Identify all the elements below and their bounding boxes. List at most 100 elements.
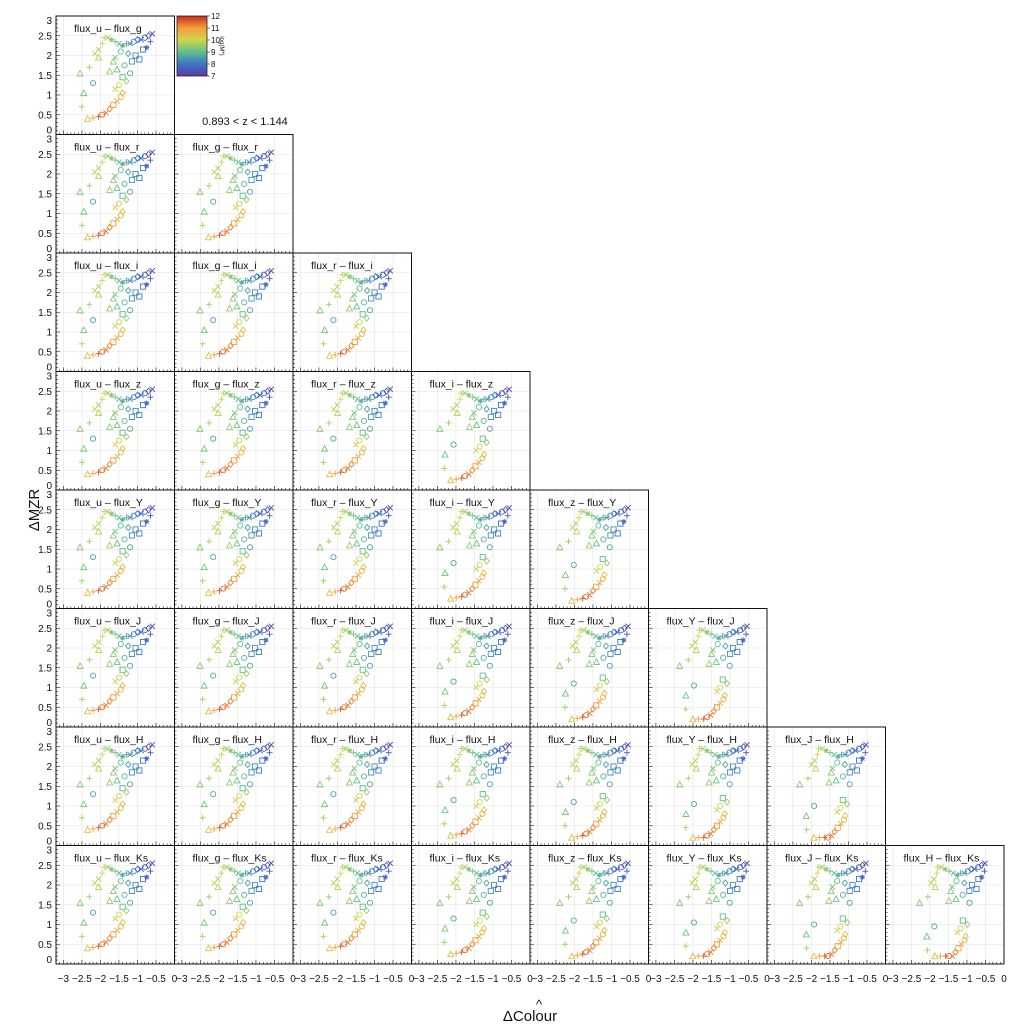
data-point-plus: [199, 814, 206, 821]
data-point-diamond: [480, 924, 488, 933]
data-point-diamond: [106, 816, 113, 824]
data-point-plus: [199, 222, 206, 229]
data-point-triangle: [229, 768, 237, 776]
data-point-circle: [595, 641, 602, 648]
data-point-diamond: [123, 432, 130, 441]
data-point-x: [365, 751, 372, 758]
data-point-x: [223, 228, 230, 235]
data-point-plus: [565, 656, 572, 663]
data-point-diamond: [106, 342, 113, 350]
data-point-circle: [99, 585, 106, 592]
data-point-x: [215, 639, 221, 645]
data-point-diamond: [145, 624, 152, 632]
data-point-diamond: [603, 796, 611, 804]
data-point-plus: [441, 702, 448, 709]
data-point-diamond: [264, 624, 271, 632]
x-tick-label: −1: [132, 974, 144, 985]
data-point-diamond: [722, 879, 729, 887]
data-point-star: [704, 629, 710, 635]
data-point-x: [713, 807, 720, 813]
data-point-square: [351, 931, 358, 938]
data-point-plus: [441, 939, 448, 946]
data-point-diamond: [843, 800, 851, 808]
data-point-x: [586, 947, 593, 954]
data-point-x: [223, 465, 230, 472]
y-tick-label: 0: [46, 244, 52, 255]
data-point-circle: [238, 923, 245, 930]
data-point-plus: [700, 716, 707, 723]
data-point-star: [358, 280, 364, 286]
data-point-circle: [121, 536, 128, 543]
data-point-triangle: [76, 306, 84, 314]
data-point-diamond: [372, 747, 379, 755]
data-point-square: [255, 174, 262, 182]
data-point-x: [811, 876, 818, 882]
data-point-diamond: [348, 816, 355, 824]
data-point-x: [334, 402, 341, 408]
data-point-circle: [450, 915, 457, 922]
data-point-star: [466, 392, 472, 398]
data-point-x: [700, 745, 706, 752]
data-point-circle: [141, 745, 148, 752]
data-point-plus: [211, 470, 218, 477]
data-point-diamond: [134, 865, 141, 873]
data-point-triangle: [592, 539, 601, 547]
y-tick-label: 1: [46, 446, 52, 457]
data-point-plus: [90, 944, 97, 951]
data-point-star: [239, 398, 245, 404]
data-point-x: [581, 627, 587, 634]
data-point-circle: [475, 641, 483, 648]
data-point-star: [108, 511, 115, 517]
data-point-diamond: [842, 930, 849, 939]
data-point-plus: [385, 512, 392, 519]
data-point-x: [462, 627, 468, 634]
data-point-triangle: [109, 768, 118, 776]
data-point-diamond: [468, 822, 476, 830]
data-point-x: [569, 761, 576, 768]
data-point-x: [334, 876, 341, 882]
y-tick-label: 2: [46, 644, 52, 655]
data-point-square: [248, 769, 255, 776]
data-point-circle: [360, 417, 368, 424]
data-point-x: [232, 323, 239, 329]
panel-title: flux_r – flux_Ks: [311, 853, 383, 865]
data-point-diamond: [621, 861, 628, 869]
data-point-plus: [937, 953, 944, 960]
data-point-diamond: [502, 506, 509, 514]
data-point-square: [351, 575, 358, 582]
data-point-triangle: [827, 886, 835, 894]
data-point-plus: [441, 820, 448, 827]
y-tick-label: 1: [46, 209, 52, 220]
data-point-circle: [600, 773, 607, 780]
data-point-circle: [486, 781, 493, 788]
data-point-diamond: [729, 865, 737, 873]
data-point-triangle: [441, 450, 449, 458]
data-point-triangle: [810, 952, 818, 960]
x-tick-label: −0.5: [620, 974, 640, 985]
data-point-circle: [488, 749, 495, 756]
data-point-triangle: [94, 527, 103, 535]
data-point-circle: [476, 443, 483, 450]
data-point-triangle: [585, 541, 593, 549]
y-tick-label: 0.5: [38, 347, 52, 358]
x-tick-label: 0: [172, 974, 178, 985]
data-point-square: [593, 939, 600, 946]
data-point-diamond: [134, 36, 141, 44]
data-point-plus: [325, 301, 332, 308]
data-point-triangle: [316, 543, 324, 551]
data-point-diamond: [243, 551, 250, 559]
data-point-circle: [141, 508, 148, 515]
data-point-plus: [332, 588, 339, 595]
data-point-diamond: [603, 914, 611, 923]
data-point-square: [371, 763, 378, 770]
data-point-triangle: [465, 778, 474, 786]
data-point-diamond: [145, 743, 152, 751]
data-point-circle: [595, 759, 602, 766]
data-point-square: [378, 283, 385, 290]
data-point-circle: [330, 672, 337, 679]
data-point-circle: [498, 508, 506, 515]
data-point-circle: [260, 271, 267, 278]
data-point-circle: [117, 923, 124, 930]
data-point-square: [119, 192, 126, 199]
data-point-circle: [89, 672, 97, 679]
